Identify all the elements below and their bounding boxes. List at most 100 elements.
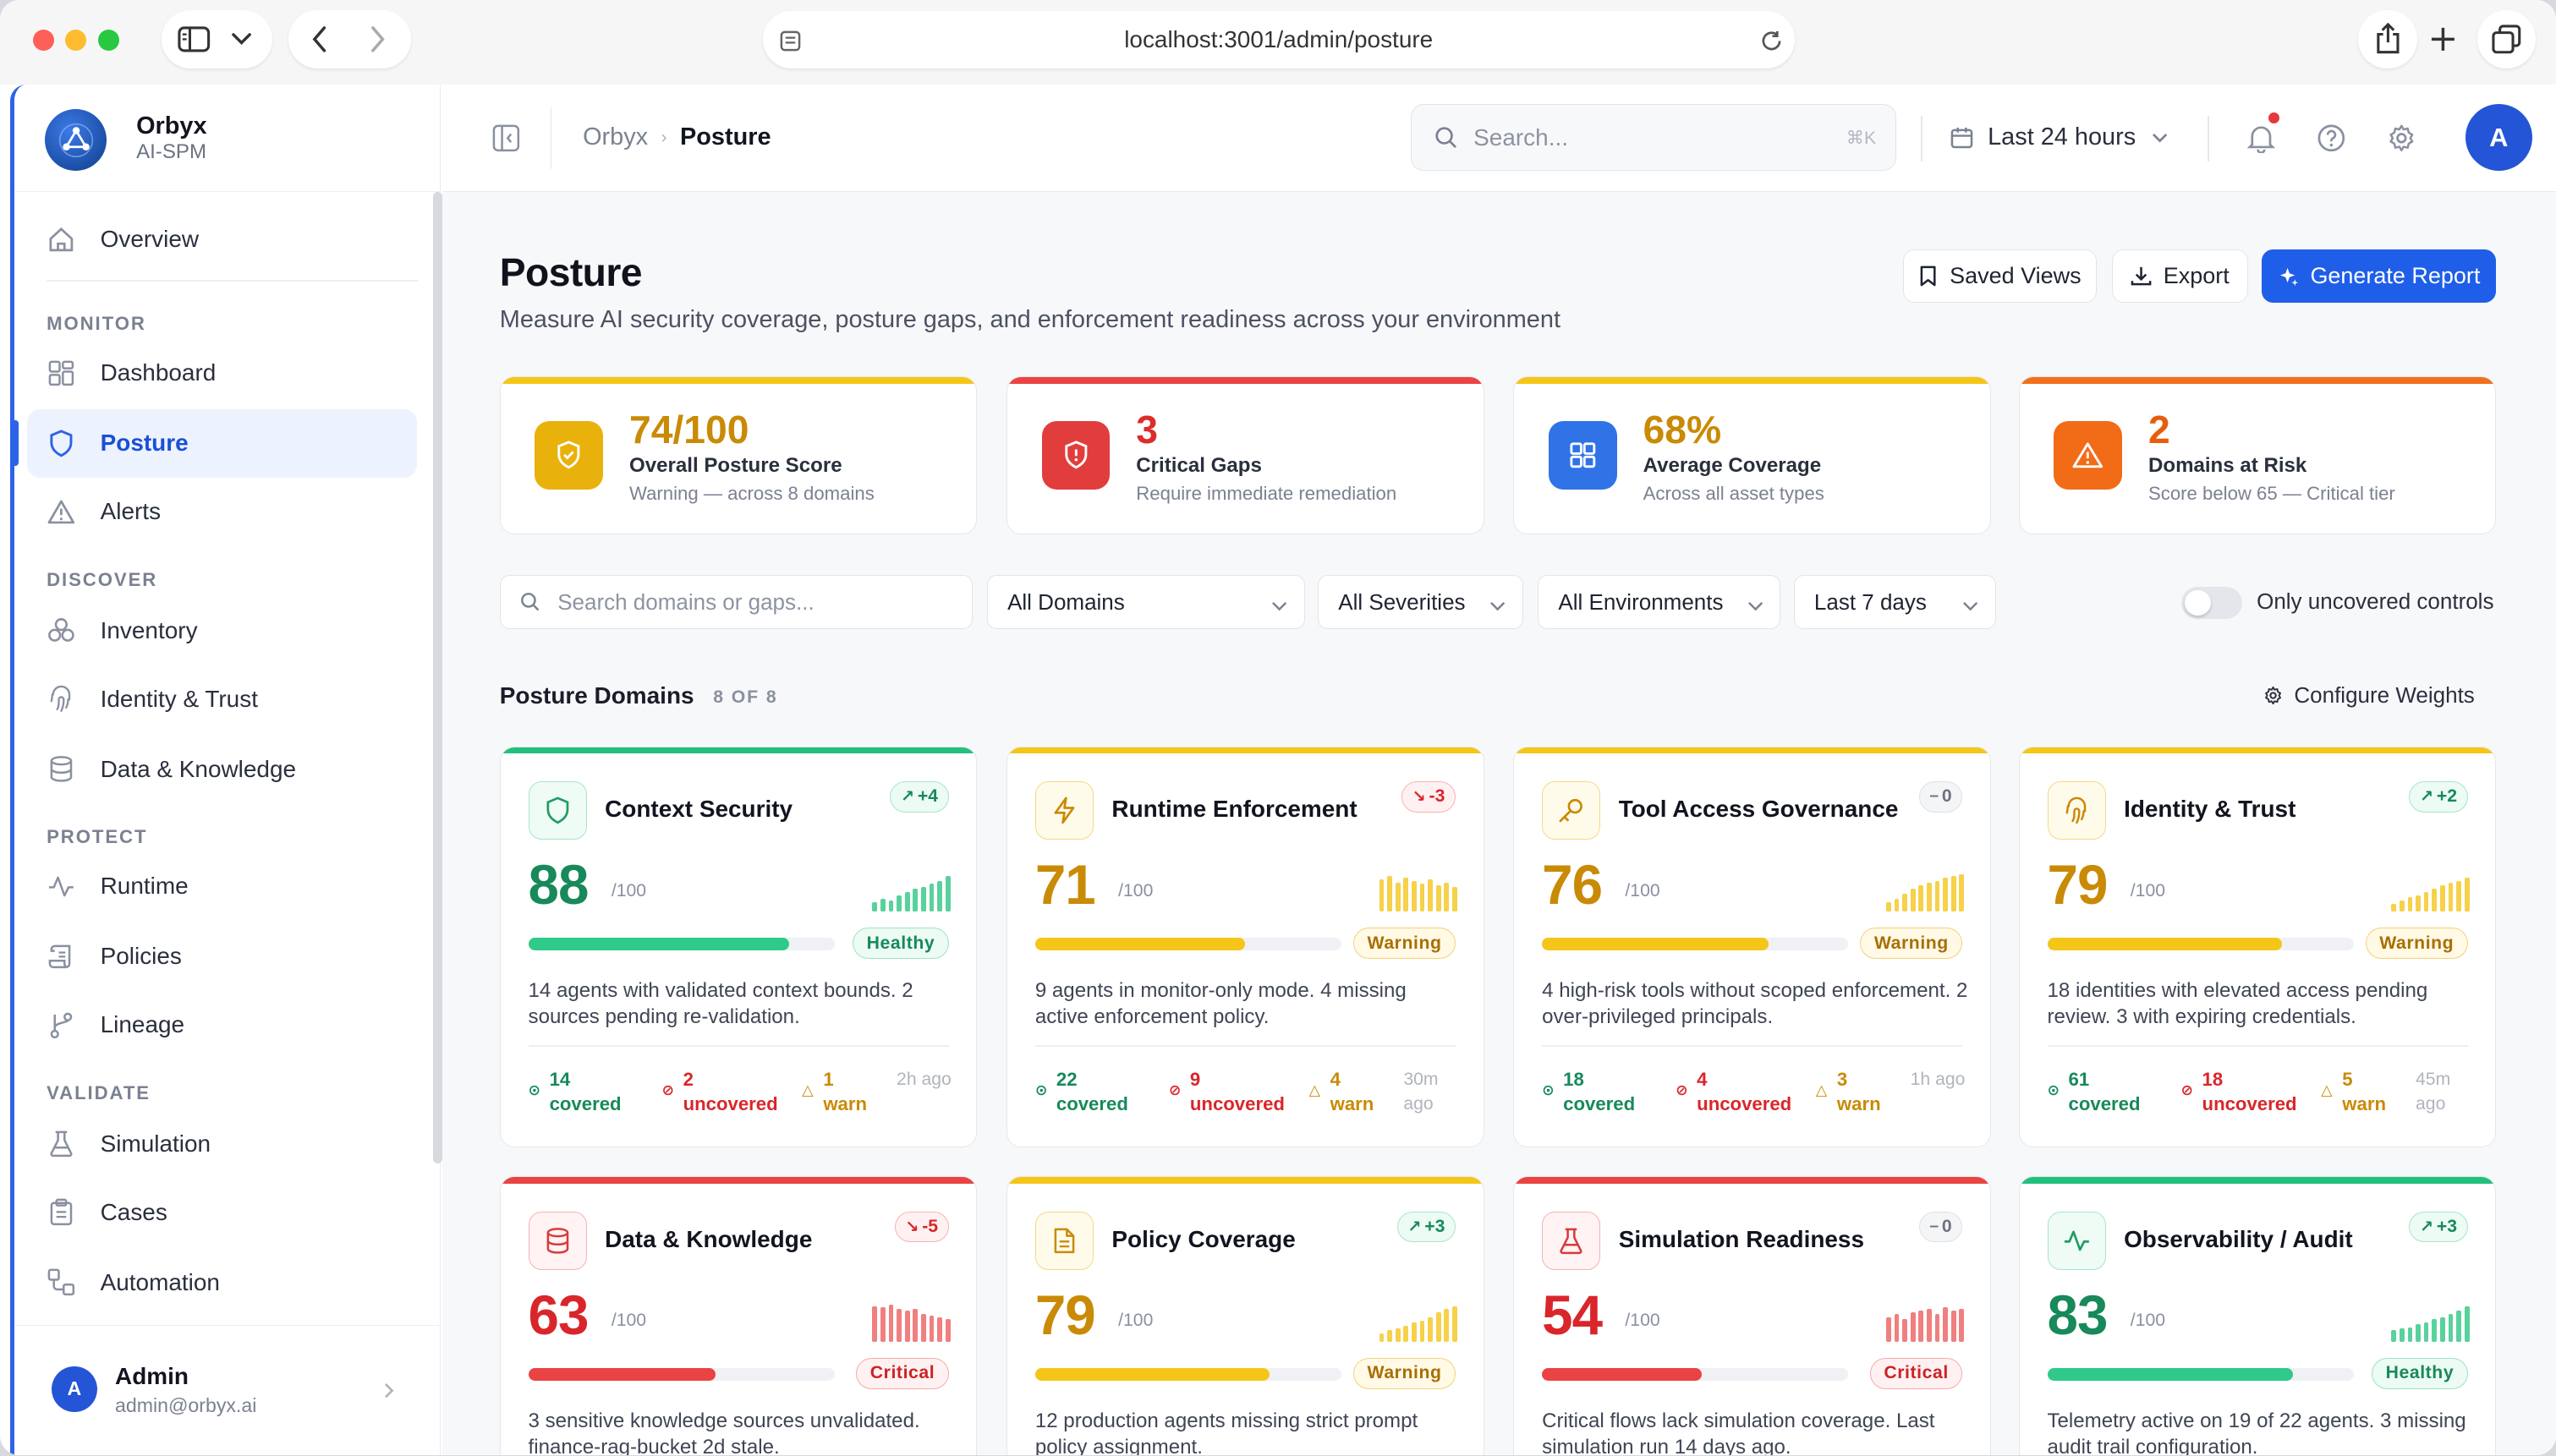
shield-check-icon (535, 421, 604, 490)
chevron-down-icon[interactable] (228, 28, 255, 51)
sidebar-item-lineage[interactable]: Lineage (27, 991, 417, 1059)
sidebar-item-simulation[interactable]: Simulation (27, 1109, 417, 1178)
score-progress-bar (1034, 1367, 1342, 1382)
tab-overview-button[interactable] (2477, 9, 2537, 68)
export-button[interactable]: Export (2111, 249, 2249, 304)
domain-card[interactable]: Identity & Trust ↗ +2 79/100 Warning 18 ident… (2018, 746, 2497, 1147)
score-progress-fill (2047, 1367, 2294, 1382)
last-updated: 2h ago (897, 1070, 952, 1090)
accent-bar (1514, 1177, 1990, 1184)
sidebar-item-identity[interactable]: Identity & Trust (27, 665, 417, 733)
sidebar-item-policies[interactable]: Policies (27, 922, 417, 991)
sidebar-item-label: Dashboard (100, 359, 217, 386)
score-max: /100 (2130, 880, 2166, 900)
sidebar-scrollbar[interactable] (432, 192, 443, 1163)
score-progress-bar (1034, 938, 1342, 951)
global-search-input[interactable]: Search... ⌘K (1410, 104, 1897, 172)
covered-label: covered (549, 1093, 622, 1115)
collapse-sidebar-icon[interactable] (485, 118, 527, 160)
sidebar-item-cases[interactable]: Cases (27, 1178, 417, 1246)
domain-card[interactable]: Observability / Audit ↗ +3 83/100 Healthy Tel… (2018, 1176, 2497, 1455)
sidebar-icon[interactable] (176, 25, 211, 54)
reload-icon[interactable] (1757, 26, 1786, 56)
saved-views-button[interactable]: Saved Views (1902, 249, 2098, 304)
address-bar[interactable]: localhost:3001/admin/posture (762, 11, 1795, 68)
sidebar-item-label: Cases (100, 1198, 167, 1225)
forward-arrow-icon[interactable] (364, 25, 393, 54)
sparkline-bar (1452, 1305, 1457, 1342)
sparkline-bar (897, 1309, 902, 1342)
divider (1921, 115, 1923, 161)
domain-card[interactable]: Data & Knowledge ↘ -5 63/100 Critical 3 sensi… (499, 1176, 978, 1455)
sidebar-item-overview[interactable]: Overview (27, 205, 417, 274)
domain-card[interactable]: Policy Coverage ↗ +3 79/100 Warning 12 produc… (1006, 1176, 1484, 1455)
coverage-metrics: ⊙ 61 covered ⊘ 18 uncovered △ 5 warn 45m ago (2048, 1068, 2475, 1120)
sidebar-item-dashboard[interactable]: Dashboard (27, 339, 417, 408)
environments-filter-select[interactable]: All Environments (1538, 575, 1781, 629)
trending-up-icon: ↗ (2419, 1218, 2434, 1237)
account-avatar-button[interactable]: A (2465, 104, 2532, 172)
breadcrumb-root[interactable]: Orbyx (583, 123, 649, 151)
domain-score: 71 (1034, 853, 1096, 916)
trend-sparkline (872, 873, 951, 912)
sparkline-bar (1910, 1312, 1916, 1342)
configure-weights-button[interactable]: Configure Weights (2263, 682, 2475, 709)
sparkline-bar (1885, 1317, 1891, 1342)
sparkline-bar (1412, 1322, 1417, 1342)
sidebar-item-automation[interactable]: Automation (27, 1248, 417, 1316)
sparkline-bar (1885, 901, 1891, 912)
nav-section-validate: VALIDATE (47, 1081, 151, 1103)
status-badge: Healthy (2372, 1358, 2468, 1389)
close-window-button[interactable] (32, 29, 54, 51)
trend-value: +3 (2436, 1217, 2458, 1237)
new-tab-icon[interactable] (2427, 23, 2460, 56)
domain-card[interactable]: Simulation Readiness –0 54/100 Critical Crit… (1513, 1176, 1991, 1455)
accent-bar (1007, 747, 1484, 754)
sidebar-toggle-group[interactable] (161, 9, 272, 68)
sidebar-item-inventory[interactable]: Inventory (27, 596, 417, 665)
period-filter-select[interactable]: Last 7 days (1793, 575, 1996, 629)
covered-count: 61 (2068, 1069, 2090, 1091)
sparkline-bar (2456, 1311, 2461, 1342)
minimize-window-button[interactable] (65, 29, 87, 51)
covered-text: 22 covered (1056, 1068, 1128, 1117)
url-text[interactable]: localhost:3001/admin/posture (1124, 26, 1434, 53)
page-info-icon[interactable] (776, 26, 805, 56)
bell-icon[interactable] (2241, 118, 2283, 160)
accent-bar (500, 747, 977, 754)
share-button[interactable] (2358, 9, 2417, 68)
clipboard-icon (47, 1197, 76, 1227)
shield-alert-icon: ⊘ (661, 1081, 675, 1098)
sparkline-bar (897, 895, 902, 912)
stat-subtext: Require immediate remediation (1136, 483, 1397, 505)
sidebar-item-posture[interactable]: Posture (26, 408, 417, 478)
sidebar-item-runtime[interactable]: Runtime (27, 852, 417, 921)
domain-card[interactable]: Context Security ↗ +4 88/100 Healthy 14 agent… (499, 746, 978, 1147)
trend-value: -5 (922, 1217, 939, 1237)
domains-filter-select[interactable]: All Domains (986, 575, 1305, 629)
generate-report-button[interactable]: Generate Report (2261, 249, 2497, 304)
uncovered-label: uncovered (683, 1093, 778, 1115)
sidebar-item-alerts[interactable]: Alerts (27, 478, 417, 546)
help-icon[interactable] (2311, 118, 2353, 160)
user-profile[interactable]: A Admin admin@orbyx.ai (14, 1324, 442, 1455)
trend-sparkline (2391, 873, 2470, 912)
severities-filter-select[interactable]: All Severities (1318, 575, 1523, 629)
uncovered-controls-toggle[interactable] (2181, 586, 2242, 620)
trend-badge: ↗ +3 (2409, 1211, 2468, 1243)
domain-card[interactable]: Runtime Enforcement ↘ -3 71/100 Warning 9 age… (1006, 746, 1484, 1147)
accent-bar (1514, 377, 1990, 384)
sidebar-item-data-knowledge[interactable]: Data & Knowledge (27, 735, 417, 803)
sparkline-bar (1926, 1309, 1932, 1342)
back-arrow-icon[interactable] (304, 25, 334, 54)
page-subtitle: Measure AI security coverage, posture ga… (499, 306, 1560, 334)
domain-name: Tool Access Governance (1618, 796, 1899, 823)
gear-icon[interactable] (2381, 118, 2423, 160)
period-filter-value: Last 7 days (1813, 588, 1927, 615)
sparkles-icon (2278, 265, 2299, 287)
date-range-select[interactable]: Last 24 hours (1950, 104, 2169, 171)
domain-description: 9 agents in monitor-only mode. 4 missing… (1034, 979, 1407, 1029)
maximize-window-button[interactable] (97, 29, 119, 51)
domain-search-input[interactable]: Search domains or gaps... (499, 575, 973, 629)
domain-card[interactable]: Tool Access Governance –0 76/100 Warning 4 h… (1513, 746, 1991, 1147)
